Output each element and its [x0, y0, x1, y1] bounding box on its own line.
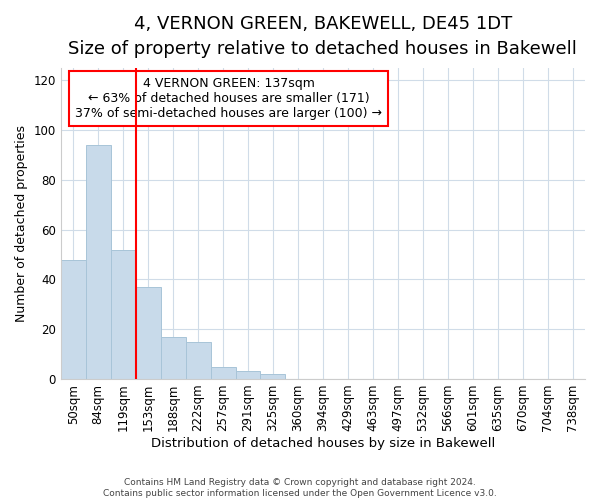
- Bar: [86, 145, 111, 379]
- Bar: [111, 250, 136, 379]
- X-axis label: Distribution of detached houses by size in Bakewell: Distribution of detached houses by size …: [151, 437, 495, 450]
- Y-axis label: Number of detached properties: Number of detached properties: [15, 125, 28, 322]
- Bar: [236, 372, 260, 379]
- Bar: [211, 366, 236, 379]
- Text: 4 VERNON GREEN: 137sqm
← 63% of detached houses are smaller (171)
37% of semi-de: 4 VERNON GREEN: 137sqm ← 63% of detached…: [75, 77, 382, 120]
- Bar: [161, 336, 185, 379]
- Bar: [61, 260, 86, 379]
- Bar: [136, 287, 161, 379]
- Text: Contains HM Land Registry data © Crown copyright and database right 2024.
Contai: Contains HM Land Registry data © Crown c…: [103, 478, 497, 498]
- Bar: [260, 374, 286, 379]
- Bar: [185, 342, 211, 379]
- Title: 4, VERNON GREEN, BAKEWELL, DE45 1DT
Size of property relative to detached houses: 4, VERNON GREEN, BAKEWELL, DE45 1DT Size…: [68, 15, 577, 58]
